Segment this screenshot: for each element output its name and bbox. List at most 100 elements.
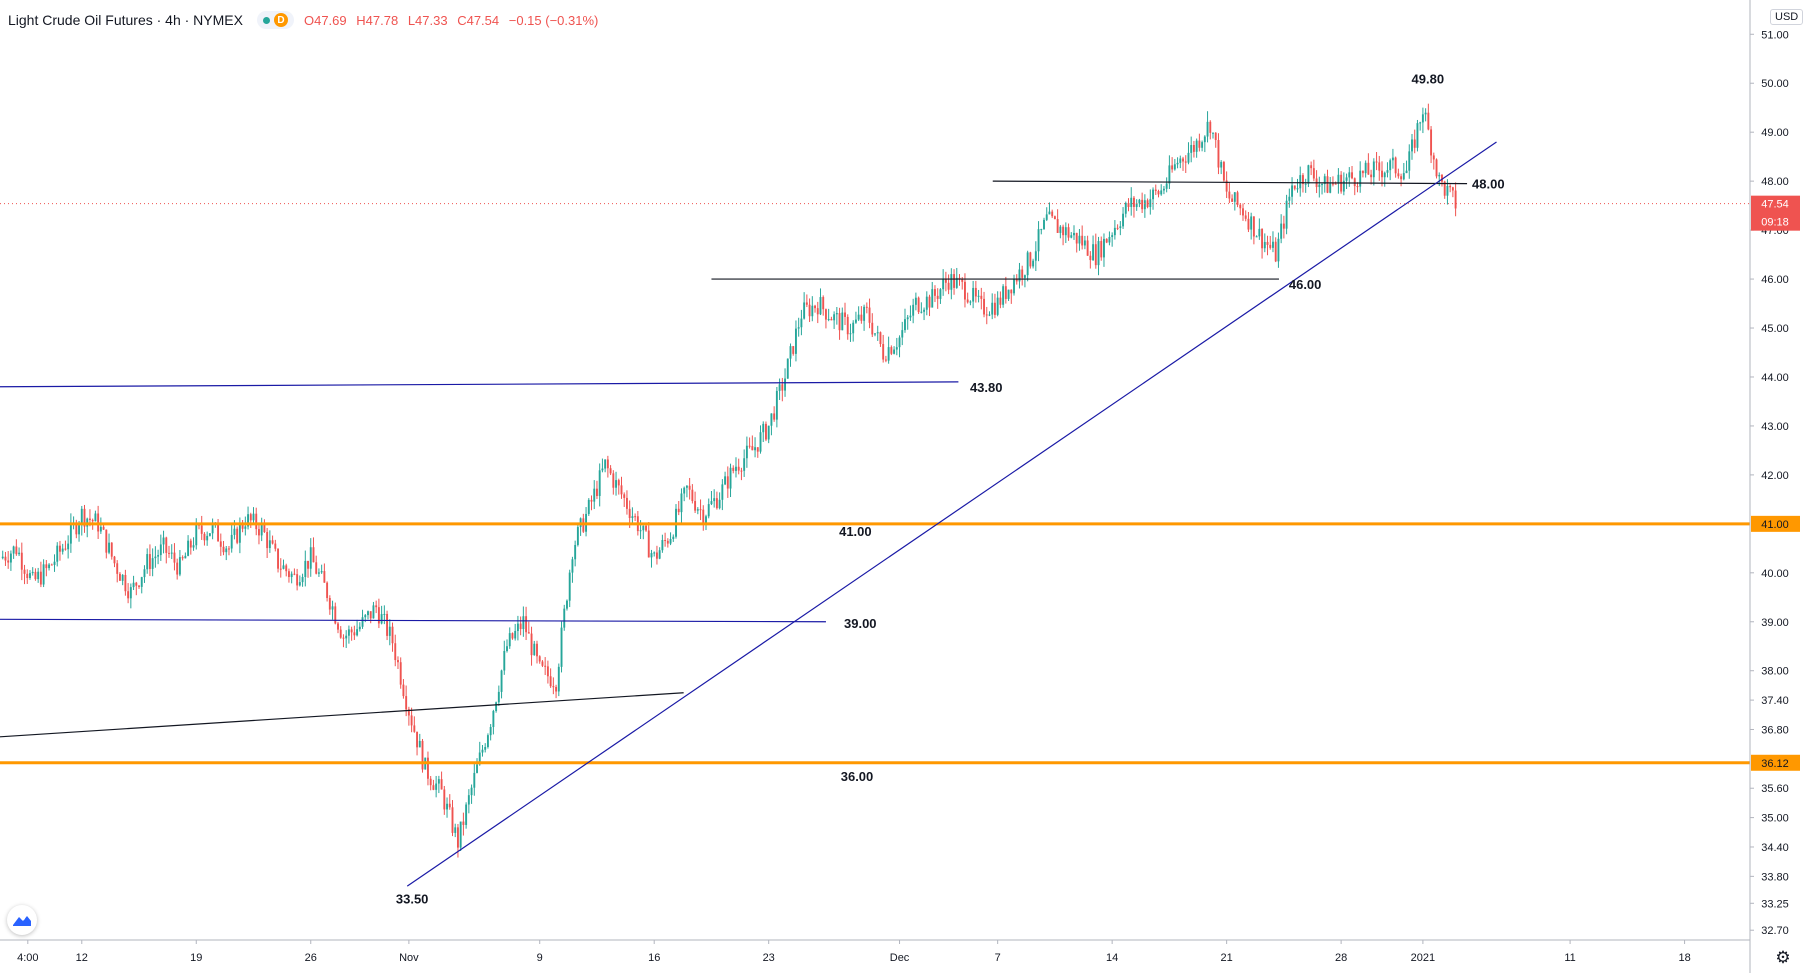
candle-body xyxy=(1413,139,1416,148)
candle-body xyxy=(713,498,716,502)
candle-body xyxy=(1198,140,1201,148)
candle-body xyxy=(503,650,506,671)
candle-body xyxy=(737,466,740,471)
candle-body xyxy=(710,501,713,505)
candle-body xyxy=(454,827,457,833)
candle-body xyxy=(252,513,255,521)
candle-body xyxy=(958,277,961,279)
candle-body xyxy=(154,556,157,559)
candle-body xyxy=(1389,160,1392,171)
candle-body xyxy=(407,709,410,716)
candle-body xyxy=(1021,269,1024,278)
candle-body xyxy=(118,573,121,581)
candle-body xyxy=(326,582,329,599)
candle-body xyxy=(1146,200,1149,208)
candle-body xyxy=(31,571,34,574)
candle-body xyxy=(405,696,408,710)
candle-body xyxy=(135,582,138,586)
candle-body xyxy=(1277,238,1280,262)
candle-body xyxy=(78,525,81,535)
candle-body xyxy=(162,537,165,545)
price-axis-label-bg xyxy=(1751,515,1800,532)
gear-icon[interactable]: ⚙ xyxy=(1775,948,1791,967)
candle-body xyxy=(852,322,855,334)
candle-body xyxy=(969,301,972,303)
candle-body xyxy=(88,518,91,520)
candle-body xyxy=(721,484,724,500)
candle-body xyxy=(876,332,879,334)
candle-body xyxy=(1242,208,1244,216)
candle-body xyxy=(923,309,926,312)
candle-body xyxy=(666,540,669,544)
candle-body xyxy=(484,747,487,750)
price-tick-label: 38.00 xyxy=(1761,666,1789,678)
candle-body xyxy=(557,666,560,692)
candle-body xyxy=(1416,123,1419,148)
candle-body xyxy=(615,480,617,488)
candle-body xyxy=(53,561,56,565)
candle-body xyxy=(718,499,721,509)
candle-body xyxy=(1252,216,1255,237)
candle-body xyxy=(871,322,874,335)
candle-body xyxy=(1391,157,1394,161)
candle-body xyxy=(312,547,315,563)
candle-body xyxy=(192,545,195,548)
candle-body xyxy=(1176,162,1179,165)
candle-body xyxy=(1381,170,1383,178)
price-tick-label: 33.25 xyxy=(1761,898,1789,910)
candle-body xyxy=(99,526,102,532)
candle-body xyxy=(148,554,151,569)
candle-body xyxy=(418,740,421,748)
candle-body xyxy=(1048,211,1051,215)
candle-body xyxy=(533,643,536,656)
candle-body xyxy=(451,807,454,833)
candle-body xyxy=(446,803,448,810)
candle-body xyxy=(1446,185,1449,196)
candle-body xyxy=(1421,114,1424,123)
candle-body xyxy=(917,297,920,313)
candle-body xyxy=(612,473,615,488)
candle-body xyxy=(108,542,110,553)
candle-body xyxy=(781,384,784,391)
price-tick-label: 36.80 xyxy=(1761,724,1789,736)
candle-body xyxy=(514,630,517,639)
candle-body xyxy=(1449,185,1452,188)
currency-button[interactable]: USD xyxy=(1770,9,1804,25)
candle-body xyxy=(904,319,906,331)
candle-body xyxy=(1089,255,1092,261)
candle-body xyxy=(37,571,40,580)
candle-body xyxy=(1064,227,1067,236)
candles xyxy=(1,103,1457,858)
candle-body xyxy=(944,279,947,283)
candle-body xyxy=(1059,226,1062,233)
candle-body xyxy=(1255,236,1258,238)
candle-body xyxy=(1002,286,1005,305)
candle-body xyxy=(999,297,1002,305)
symbol-title[interactable]: Light Crude Oil Futures · 4h · NYMEX xyxy=(8,12,243,28)
market-status[interactable]: D xyxy=(256,11,294,29)
candle-body xyxy=(511,633,514,639)
tradingview-logo-icon[interactable] xyxy=(7,905,37,935)
candle-body xyxy=(950,274,953,290)
candle-body xyxy=(1288,196,1291,201)
candle-body xyxy=(816,308,819,315)
candle-body xyxy=(462,821,465,825)
candle-body xyxy=(255,513,258,530)
candle-body xyxy=(1037,229,1040,252)
candle-body xyxy=(317,572,320,574)
candle-body xyxy=(293,573,296,575)
candle-body xyxy=(1086,240,1089,256)
price-tick-label: 32.70 xyxy=(1761,925,1789,937)
candle-body xyxy=(1405,170,1408,174)
candle-body xyxy=(1400,176,1403,180)
candle-body xyxy=(898,337,901,348)
candle-body xyxy=(1018,269,1021,282)
price-tick-label: 37.40 xyxy=(1761,695,1789,707)
candle-body xyxy=(601,468,604,471)
candle-body xyxy=(181,557,184,559)
candle-body xyxy=(645,525,647,531)
candle-body xyxy=(307,560,309,569)
candle-body xyxy=(694,501,697,511)
candle-body xyxy=(1122,213,1125,227)
